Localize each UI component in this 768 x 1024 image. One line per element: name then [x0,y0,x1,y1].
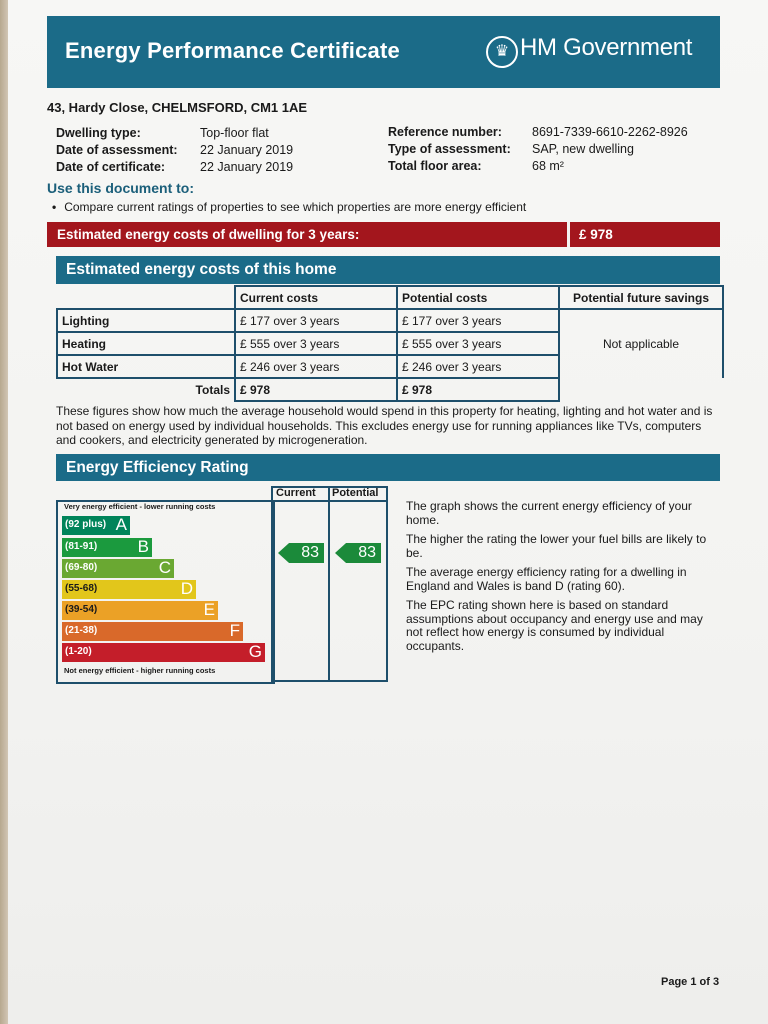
heating-potential: £ 555 over 3 years [396,331,560,356]
assessment-date-label: Date of assessment: [56,143,178,157]
table-corner [57,286,235,309]
band-g-letter: G [248,642,262,661]
totals-potential: £ 978 [396,377,560,402]
rating-chart: Very energy efficient - lower running co… [56,486,388,684]
estimated-cost-value: £ 978 [579,227,613,242]
potential-column-label: Potential [332,487,379,499]
certificate-date-label: Date of certificate: [56,160,166,174]
reference-number-value: 8691-7339-6610-2262-8926 [532,125,688,139]
rating-heading: Energy Efficiency Rating [66,459,249,476]
table-row: Lighting £ 177 over 3 years £ 177 over 3… [56,308,724,378]
dwelling-type-label: Dwelling type: [56,126,141,140]
rating-paragraph: The higher the rating the lower your fue… [406,532,707,560]
estimated-cost-bar: Estimated energy costs of dwelling for 3… [47,222,720,247]
certificate-date-value: 22 January 2019 [200,160,294,174]
column-current-costs: Current costs [234,285,398,310]
current-rating-value: 83 [301,544,319,561]
band-g-range: (1-20) [65,646,92,657]
band-d-range: (55-68) [65,583,98,594]
assessment-type-value: SAP, new dwelling [532,142,634,156]
table-row: Hot Water £ 246 over 3 years £ 246 over … [56,354,723,379]
table-row: Heating £ 555 over 3 years £ 555 over 3 … [56,331,723,356]
column-potential-costs: Potential costs [396,285,560,310]
photo-background [0,0,10,1024]
band-e: (39-54) E [62,600,218,620]
certificate-page [8,0,768,1024]
band-e-range: (39-54) [65,604,98,615]
band-f: (21-38) F [62,621,243,641]
potential-column [328,486,388,682]
rating-paragraph: The EPC rating shown here is based on st… [406,598,703,653]
totals-empty [559,378,723,401]
top-efficiency-label: Very energy efficient - lower running co… [64,502,216,511]
current-rating-arrow: 83 [278,543,324,563]
title-banner: Energy Performance Certificate ♛ HM Gove… [47,16,720,88]
row-label-lighting: Lighting [56,308,236,333]
column-future-savings: Potential future savings [558,285,724,310]
band-f-letter: F [229,621,240,640]
band-c: (69-80) C [62,558,174,578]
band-d: (55-68) D [62,579,196,599]
totals-row: Totals £ 978 £ 978 [57,377,723,402]
band-b-letter: B [137,537,149,556]
potential-rating-arrow: 83 [335,543,381,563]
use-bullet-text: Compare current ratings of properties to… [64,200,527,214]
assessment-type-label: Type of assessment: [388,142,511,156]
band-b-range: (81-91) [65,541,98,552]
heating-current: £ 555 over 3 years [234,331,398,356]
rating-heading-bar: Energy Efficiency Rating [56,454,720,481]
band-f-range: (21-38) [65,625,98,636]
band-a-range: (92 plus) [65,519,107,530]
floor-area-label: Total floor area: [388,159,482,173]
current-column [271,486,330,682]
band-d-letter: D [180,579,193,598]
rating-explanation: The graph shows the current energy effic… [406,499,722,659]
band-e-letter: E [203,600,215,619]
band-a: (92 plus) A [62,515,130,535]
costs-heading-bar: Estimated energy costs of this home [56,256,720,284]
column-header-divider [271,500,386,502]
rating-bands-frame [56,500,275,684]
property-address: 43, Hardy Close, CHELMSFORD, CM1 1AE [47,100,308,115]
dwelling-type-value: Top-floor flat [200,126,269,140]
document-title: Energy Performance Certificate [65,38,400,63]
assessment-date-value: 22 January 2019 [200,143,294,157]
costs-note: These figures show how much the average … [56,404,713,447]
hm-government-logo: HM Government [520,34,693,61]
current-column-label: Current [276,487,316,499]
band-b: (81-91) B [62,537,152,557]
row-label-hot-water: Hot Water [56,354,236,379]
estimated-cost-label: Estimated energy costs of dwelling for 3… [57,227,360,242]
costs-heading: Estimated energy costs of this home [66,261,337,278]
divider [567,222,570,247]
bottom-efficiency-label: Not energy efficient - higher running co… [64,666,216,675]
hot-water-potential: £ 246 over 3 years [396,354,560,379]
crest-icon: ♛ [486,36,518,68]
potential-rating-value: 83 [358,544,376,561]
band-a-letter: A [115,515,127,534]
savings-cell: Not applicable [558,308,724,378]
totals-label: Totals [57,377,236,401]
lighting-potential: £ 177 over 3 years [396,308,560,333]
costs-table: Current costs Potential costs Potential … [56,285,724,402]
table-header-row: Current costs Potential costs Potential … [57,285,724,310]
band-c-letter: C [158,558,171,577]
use-heading: Use this document to: [47,180,195,196]
reference-number-label: Reference number: [388,125,502,139]
totals-current: £ 978 [234,377,398,402]
band-c-range: (69-80) [65,562,98,573]
floor-area-value: 68 m² [532,159,564,173]
rating-paragraph: The average energy efficiency rating for… [406,565,687,593]
hot-water-current: £ 246 over 3 years [234,354,398,379]
lighting-current: £ 177 over 3 years [234,308,398,333]
band-g: (1-20) G [62,642,265,662]
rating-paragraph: The graph shows the current energy effic… [406,499,692,527]
use-bullet: • Compare current ratings of properties t… [52,200,527,214]
page-number: Page 1 of 3 [661,976,720,988]
row-label-heating: Heating [56,331,236,356]
